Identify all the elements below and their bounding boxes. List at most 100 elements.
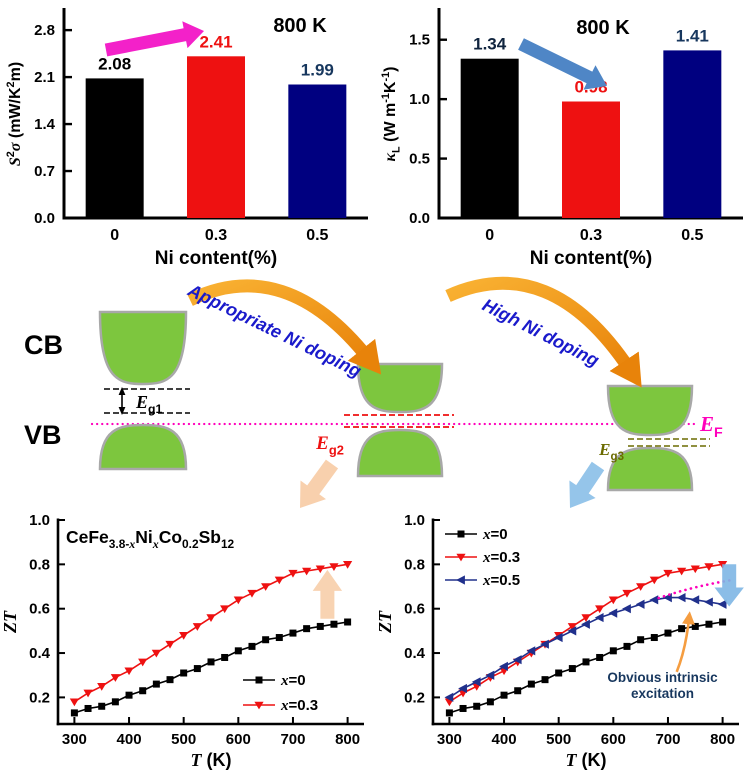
legend-item-x=0.3: x=0.3 bbox=[445, 549, 520, 566]
legend-label: x=0 bbox=[482, 526, 508, 543]
x-tick-label: 0 bbox=[485, 227, 494, 244]
power-factor-bar-chart: 0.0 0.7 1.4 2.1 2.8 2.08 0 2.41 0.3 1.99 0.5 Ni con… bbox=[5, 8, 368, 269]
bottom-row: 300 400 500 600 700 800 0.2 0.4 0.6 0.8 1.0 T (K) ZT… bbox=[0, 512, 750, 780]
conduction-band-high bbox=[606, 384, 694, 437]
x-tick-label: 0.5 bbox=[306, 227, 328, 244]
y-tick-label: 0.6 bbox=[404, 601, 425, 618]
y-tick-label: 1.0 bbox=[409, 91, 430, 108]
x-tick-label: 300 bbox=[62, 731, 87, 748]
x-axis-label: Ni content(%) bbox=[155, 248, 277, 269]
peach-connector-arrow bbox=[300, 459, 339, 508]
bar-value-label: 1.34 bbox=[473, 35, 507, 54]
x-tick-label: 0.3 bbox=[580, 227, 602, 244]
y-tick-label: 0.8 bbox=[404, 556, 425, 573]
x-tick-label: 600 bbox=[601, 731, 626, 748]
chart-title: CeFe3.8-xNixCo0.2Sb12 bbox=[66, 527, 235, 551]
y-tick-label: 1.0 bbox=[404, 512, 425, 529]
conduction-band-undoped bbox=[98, 310, 188, 386]
line-chart-zt-left: 300 400 500 600 700 800 0.2 0.4 0.6 0.8 1.0 T (K) ZT… bbox=[0, 512, 364, 770]
valence-band-high bbox=[606, 446, 694, 492]
x-tick-label: 300 bbox=[437, 731, 462, 748]
valence-band-label: VB bbox=[24, 420, 62, 450]
x-tick-label: 800 bbox=[335, 731, 360, 748]
y-tick-label: 0.7 bbox=[34, 163, 55, 180]
y-tick-label: 0.4 bbox=[29, 645, 51, 662]
y-tick-label: 2.1 bbox=[34, 69, 55, 86]
valence-band-appropriate bbox=[356, 428, 444, 478]
bar-ni-0.3 bbox=[187, 56, 245, 218]
fermi-level-label: EF bbox=[699, 412, 723, 441]
series-x=0.5 bbox=[444, 593, 727, 702]
y-tick-label: 0.2 bbox=[404, 689, 425, 706]
temperature-title: 800 K bbox=[576, 17, 630, 39]
y-tick-label: 0.0 bbox=[34, 210, 55, 227]
x-axis-label: Ni content(%) bbox=[530, 248, 652, 269]
series-x=0.3 bbox=[69, 561, 353, 707]
appropriate-doping-arrow bbox=[187, 279, 382, 375]
y-tick-label: 0.2 bbox=[29, 689, 50, 706]
y-axis-label: κL (W m-1K-1) bbox=[380, 67, 403, 162]
y-tick-label: 0.8 bbox=[29, 556, 50, 573]
x-tick-label: 0.5 bbox=[681, 227, 703, 244]
annotation-text: excitation bbox=[631, 686, 694, 701]
legend-label: x=0.3 bbox=[482, 549, 520, 566]
bar-value-label: 1.41 bbox=[676, 26, 709, 45]
x-tick-label: 0 bbox=[110, 227, 119, 244]
x-tick-label: 800 bbox=[710, 731, 735, 748]
conduction-band-label: CB bbox=[24, 330, 63, 360]
y-tick-label: 1.0 bbox=[29, 512, 50, 529]
annotation-arrow bbox=[312, 569, 343, 619]
x-tick-label: 0.3 bbox=[205, 227, 227, 244]
legend-item-x=0.5: x=0.5 bbox=[445, 572, 520, 589]
trend-arrow bbox=[104, 21, 204, 57]
legend-item-x=0: x=0 bbox=[243, 672, 306, 689]
y-axis-label: ZT bbox=[375, 610, 395, 634]
valence-band-undoped bbox=[98, 423, 188, 471]
gap-arrow-down bbox=[118, 407, 126, 415]
y-tick-label: 0.5 bbox=[409, 151, 430, 168]
callout-arrow bbox=[675, 611, 695, 673]
legend-label: x=0.3 bbox=[280, 697, 318, 714]
y-tick-label: 0.0 bbox=[409, 210, 430, 227]
x-tick-label: 400 bbox=[117, 731, 142, 748]
bar-value-label: 2.08 bbox=[98, 54, 131, 73]
legend-item-x=0.3: x=0.3 bbox=[243, 697, 318, 714]
high-doping-arrow bbox=[445, 276, 642, 388]
conduction-band-appropriate bbox=[356, 362, 444, 414]
y-tick-label: 0.6 bbox=[29, 601, 50, 618]
legend-label: x=0.5 bbox=[482, 572, 520, 589]
top-row: 0.0 0.7 1.4 2.1 2.8 2.08 0 2.41 0.3 1.99 0.5 Ni con… bbox=[0, 0, 750, 272]
x-tick-label: 600 bbox=[226, 731, 251, 748]
series-x=0 bbox=[70, 618, 352, 717]
high-doping-label: High Ni doping bbox=[479, 295, 602, 371]
zt-line-chart-left: 300 400 500 600 700 800 0.2 0.4 0.6 0.8 1.0 T (K) ZT… bbox=[0, 512, 364, 770]
x-tick-label: 500 bbox=[546, 731, 571, 748]
x-tick-label: 700 bbox=[655, 731, 680, 748]
annotation-arrow bbox=[714, 564, 744, 607]
x-tick-label: 400 bbox=[492, 731, 517, 748]
y-tick-label: 1.5 bbox=[409, 32, 430, 49]
band-gap-2-label: Eg2 bbox=[315, 433, 344, 457]
annotation-text: Obvious intrinsic bbox=[607, 670, 718, 685]
bar-ni-0 bbox=[460, 58, 519, 219]
zt-line-chart-right: 300 400 500 600 700 800 0.2 0.4 0.6 0.8 1.0 T (K) ZT… bbox=[375, 512, 744, 770]
y-axis-label: ZT bbox=[0, 610, 20, 634]
bar-value-label: 1.99 bbox=[301, 60, 334, 79]
bar-ni-0 bbox=[85, 78, 144, 219]
blue-connector-arrow bbox=[569, 461, 605, 508]
bar-ni-0.3 bbox=[562, 101, 620, 218]
x-axis-label: T (K) bbox=[191, 750, 232, 770]
y-axis-label: S2σ (mW/K2m) bbox=[5, 62, 24, 166]
band-gap-1-label: Eg1 bbox=[135, 392, 162, 416]
y-tick-label: 2.8 bbox=[34, 22, 55, 39]
bar-value-label: 2.41 bbox=[199, 32, 232, 51]
legend-label: x=0 bbox=[280, 672, 306, 689]
band-gap-3-label: Eg3 bbox=[598, 440, 624, 463]
bar-ni-0.5 bbox=[663, 50, 722, 219]
bar-ni-0.5 bbox=[288, 84, 347, 218]
trend-arrow bbox=[518, 38, 607, 90]
